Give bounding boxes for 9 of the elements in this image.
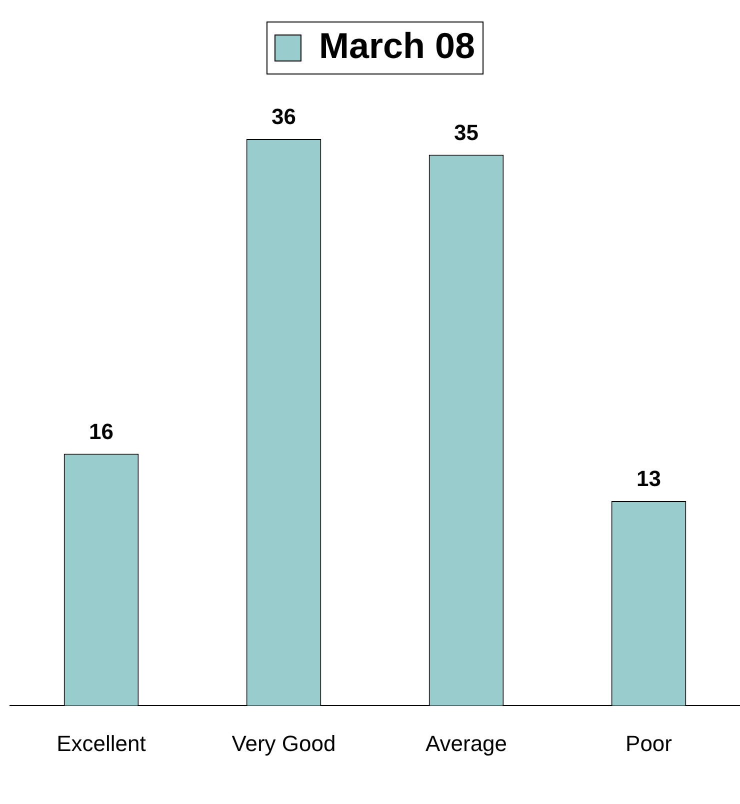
- legend-label: March 08: [318, 24, 476, 66]
- x-tick-label: Excellent: [56, 730, 146, 756]
- data-label: 36: [272, 104, 296, 130]
- data-label: 16: [89, 418, 114, 444]
- x-tick-label: Average: [425, 730, 508, 756]
- x-tick-label: Poor: [626, 730, 672, 756]
- data-label: 13: [636, 466, 661, 492]
- data-label: 35: [454, 120, 478, 145]
- x-tick-label: Very Good: [232, 730, 336, 756]
